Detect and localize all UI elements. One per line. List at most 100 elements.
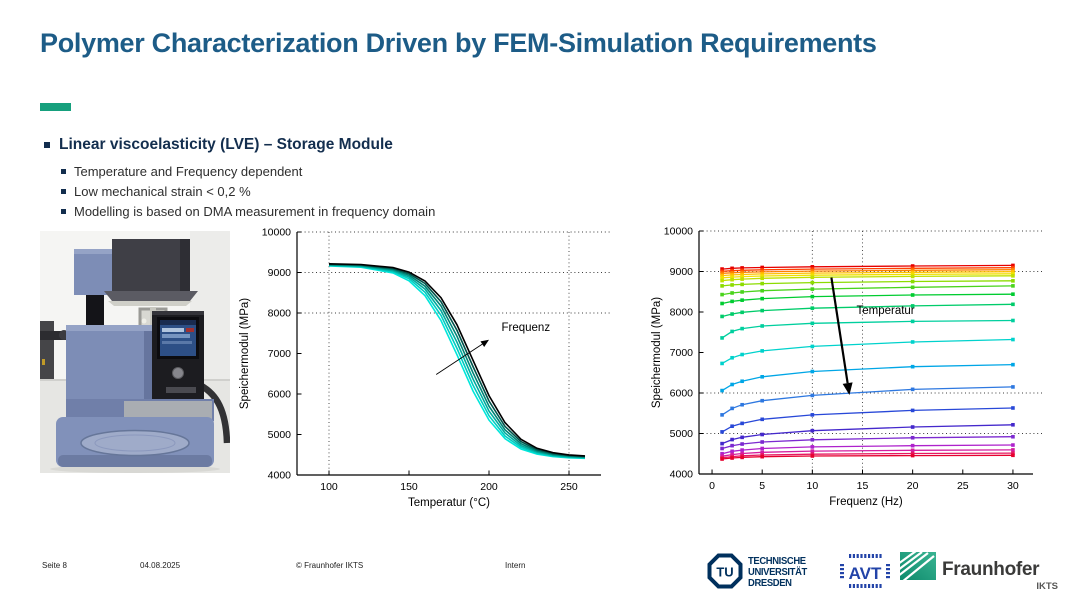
series-marker (1011, 279, 1015, 283)
y-axis-label: Speichermodul (MPa) (651, 297, 663, 408)
bullet-text: Modelling is based on DMA measurement in… (74, 204, 436, 219)
series-marker (760, 274, 764, 278)
y-tick-label: 6000 (670, 388, 694, 400)
y-axis-label: Speichermodul (MPa) (239, 298, 251, 409)
series-marker (720, 292, 724, 297)
series-line (721, 285, 1013, 296)
series-marker (760, 265, 764, 270)
series-marker (910, 451, 915, 456)
series-marker (730, 329, 734, 334)
series-marker (720, 388, 724, 393)
series-marker (1011, 451, 1015, 455)
series-marker (760, 308, 764, 313)
x-tick-label: 30 (1007, 480, 1019, 492)
series-marker (740, 290, 744, 294)
series-marker (810, 369, 815, 374)
series-marker (740, 352, 744, 357)
bullet-list: Temperature and Frequency dependent Low … (61, 164, 435, 224)
series-line (721, 319, 1013, 339)
tud-line-1: TECHNISCHE (748, 556, 806, 568)
series-marker (720, 430, 724, 434)
tud-line-2: UNIVERSITÄT (748, 567, 807, 579)
series-marker (910, 364, 915, 369)
accent-dash (40, 103, 71, 111)
series-marker (760, 454, 764, 459)
series-marker (1011, 318, 1015, 323)
series-marker (740, 268, 744, 273)
fraunhofer-wordmark: Fraunhofer (942, 559, 1040, 580)
series-marker (730, 266, 734, 271)
x-tick-label: 250 (560, 481, 578, 493)
series-line (328, 265, 586, 460)
series-marker (810, 321, 815, 326)
series-line (721, 363, 1013, 392)
series-marker (740, 266, 744, 270)
series-marker (810, 287, 815, 291)
series-marker (730, 424, 734, 429)
series-marker (910, 425, 915, 429)
series-marker (730, 270, 734, 275)
series-marker (910, 319, 915, 324)
series-marker (730, 312, 734, 316)
series-marker (720, 336, 724, 340)
fraunhofer-logo: Fraunhofer IKTS (900, 552, 1058, 592)
series-marker (1011, 269, 1015, 274)
tud-monogram: TU (716, 565, 733, 580)
footer-classification: Intern (505, 561, 526, 570)
y-tick-label: 6000 (268, 389, 292, 401)
series-marker (910, 293, 915, 297)
series-marker (910, 387, 915, 392)
series-marker (760, 276, 764, 281)
tu-dresden-logo: TU TECHNISCHE UNIVERSITÄT DRESDEN (707, 553, 808, 589)
series-line (721, 424, 1013, 445)
section-heading: Linear viscoelasticity (LVE) – Storage M… (59, 136, 393, 153)
avt-logo: AVT (840, 554, 890, 588)
series-marker (720, 457, 724, 461)
series-marker (760, 296, 764, 301)
x-tick-label: 100 (320, 481, 338, 493)
y-tick-label: 10000 (664, 226, 693, 238)
y-tick-label: 4000 (268, 470, 292, 482)
series-marker (760, 272, 764, 276)
series-line (328, 263, 586, 458)
series-marker (730, 443, 734, 448)
series-marker (720, 271, 724, 276)
y-tick-label: 10000 (262, 227, 291, 239)
series-marker (740, 448, 744, 452)
series-marker (740, 272, 744, 277)
series-marker (730, 355, 734, 360)
y-tick-label: 9000 (670, 266, 694, 278)
list-item: Temperature and Frequency dependent (61, 164, 435, 180)
series-marker (910, 408, 915, 413)
series-marker (810, 265, 815, 269)
bullet-square-icon (61, 189, 66, 194)
series-line (722, 280, 1013, 287)
series-marker (810, 294, 815, 299)
x-axis-label: Temperatur (°C) (408, 497, 490, 509)
series-marker (810, 273, 815, 278)
series-marker (740, 451, 744, 456)
bullet-square-icon (61, 209, 66, 214)
x-tick-label: 25 (957, 480, 969, 492)
series-marker (910, 285, 915, 290)
series-marker (760, 281, 764, 286)
series-marker (1011, 337, 1015, 342)
series-line (721, 386, 1013, 416)
y-tick-label: 5000 (670, 428, 694, 440)
series-marker (1011, 443, 1015, 447)
series-marker (740, 435, 744, 440)
x-tick-label: 20 (907, 480, 919, 492)
annotation-label: Frequenz (502, 322, 551, 334)
series-marker (760, 450, 764, 455)
y-tick-label: 5000 (268, 429, 292, 441)
series-marker (730, 437, 734, 442)
series-marker (910, 279, 915, 284)
series-marker (730, 275, 734, 279)
series-marker (720, 267, 724, 271)
avt-wordmark: AVT (849, 564, 882, 583)
series-marker (730, 406, 734, 411)
series-marker (720, 273, 724, 278)
series-marker (810, 428, 815, 433)
series-marker (740, 298, 744, 302)
bullet-text: Low mechanical strain < 0,2 % (74, 184, 251, 199)
